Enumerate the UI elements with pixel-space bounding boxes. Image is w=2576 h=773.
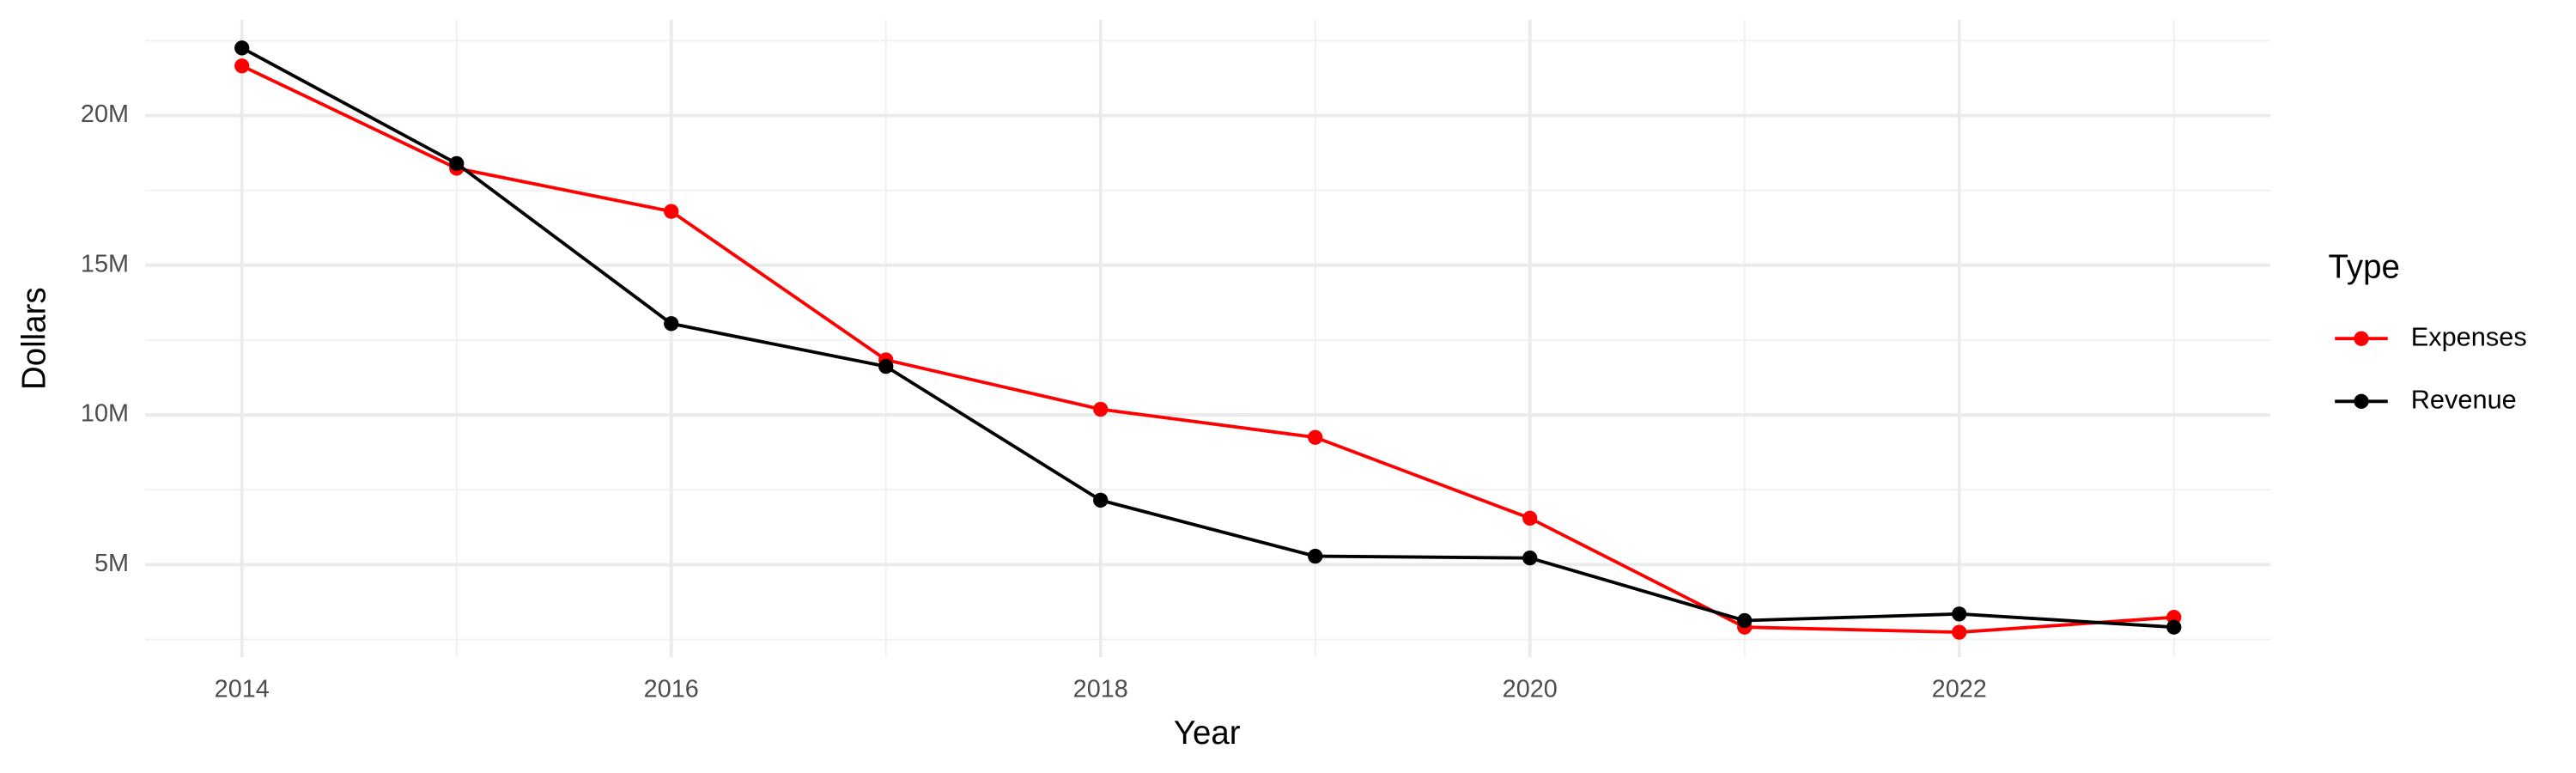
data-point [1093, 401, 1109, 417]
x-tick-label: 2014 [215, 675, 270, 703]
x-axis-title: Year [1174, 715, 1241, 752]
legend-title: Type [2329, 249, 2400, 286]
plot [234, 40, 2182, 640]
y-axis-title: Dollars [15, 287, 52, 390]
legend-label: Revenue [2411, 384, 2517, 414]
data-point [234, 40, 250, 56]
y-tick-label: 15M [81, 250, 129, 277]
y-tick-label: 5M [94, 550, 129, 577]
x-tick-label: 2016 [644, 675, 699, 703]
data-point [1522, 510, 1538, 526]
data-point [234, 58, 250, 74]
series-line [240, 46, 2174, 630]
data-point [664, 316, 679, 332]
data-point [1308, 548, 1323, 564]
series-line [240, 64, 2174, 635]
data-point [1952, 624, 1967, 640]
data-point [449, 155, 465, 172]
data-point [1952, 606, 1967, 622]
legend-label: Expenses [2411, 321, 2527, 351]
grid [145, 20, 2271, 658]
y-tick-label: 20M [81, 100, 129, 128]
data-point [1093, 492, 1109, 508]
data-point [1522, 551, 1538, 566]
data-point [1737, 612, 1753, 629]
x-tick-label: 2018 [1073, 675, 1128, 703]
x-tick-label: 2020 [1503, 675, 1558, 703]
data-point [664, 204, 679, 219]
y-tick-label: 10M [81, 400, 129, 428]
data-point [878, 358, 894, 374]
x-tick-label: 2022 [1932, 675, 1987, 703]
legend-point [2354, 393, 2369, 409]
legend-point [2354, 331, 2369, 346]
data-point [1308, 429, 1323, 445]
data-point [2166, 619, 2182, 635]
